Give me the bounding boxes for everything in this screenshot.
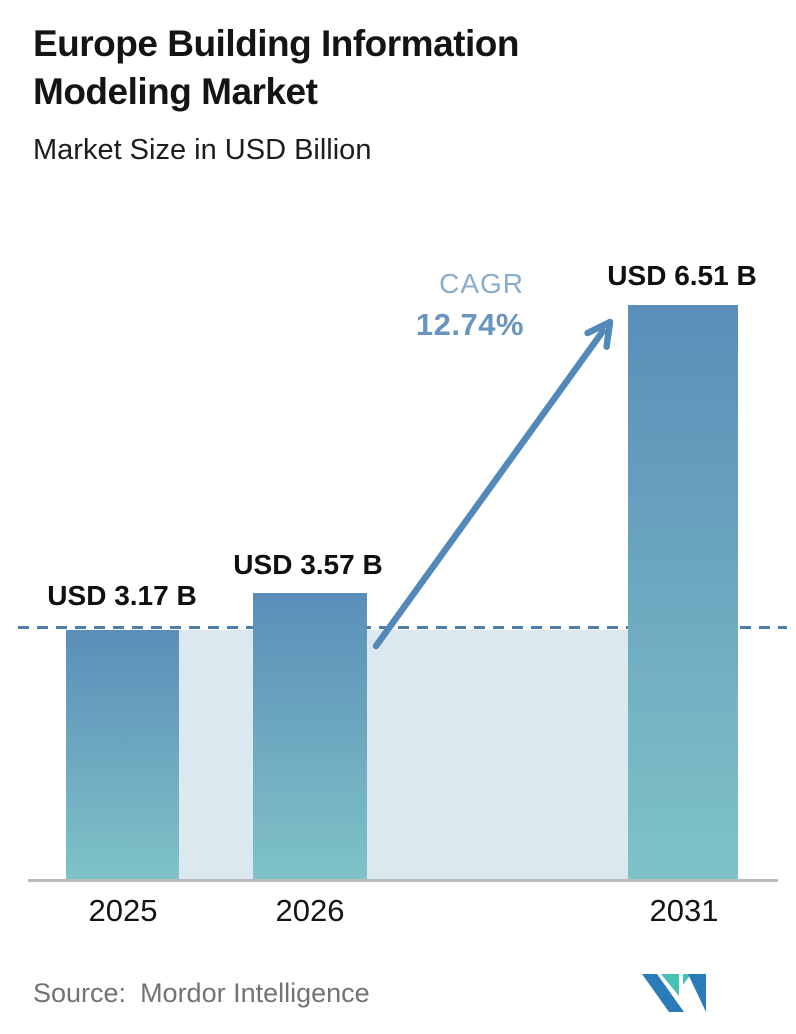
value-label-2031: USD 6.51 B <box>607 260 757 291</box>
x-axis-line <box>28 879 778 882</box>
bar-2025 <box>66 630 179 880</box>
x-axis-label-2031: 2031 <box>649 893 719 928</box>
cagr-value: 12.74% <box>415 307 524 342</box>
header: Europe Building Information Modeling Mar… <box>33 20 753 166</box>
value-label-2025: USD 3.17 B <box>47 580 197 611</box>
bar-2031 <box>628 305 738 880</box>
footer: Source: Mordor Intelligence <box>0 966 796 1026</box>
source-line: Source: Mordor Intelligence <box>33 978 370 1009</box>
source-label: Source: <box>33 978 127 1008</box>
bar-2026 <box>253 593 367 880</box>
title-line-2: Modeling Market <box>33 71 318 112</box>
page-title: Europe Building Information Modeling Mar… <box>33 20 753 116</box>
x-axis-label-2026: 2026 <box>275 893 345 928</box>
title-line-1: Europe Building Information <box>33 23 519 64</box>
cagr-label: CAGR <box>439 268 524 299</box>
value-label-2026: USD 3.57 B <box>233 549 383 580</box>
x-axis-label-2025: 2025 <box>88 893 158 928</box>
chart-subtitle: Market Size in USD Billion <box>33 134 372 166</box>
mordor-intelligence-logo-icon <box>642 974 706 1012</box>
cagr-annotation: CAGR 12.74% <box>394 268 524 343</box>
source-name: Mordor Intelligence <box>140 978 370 1008</box>
